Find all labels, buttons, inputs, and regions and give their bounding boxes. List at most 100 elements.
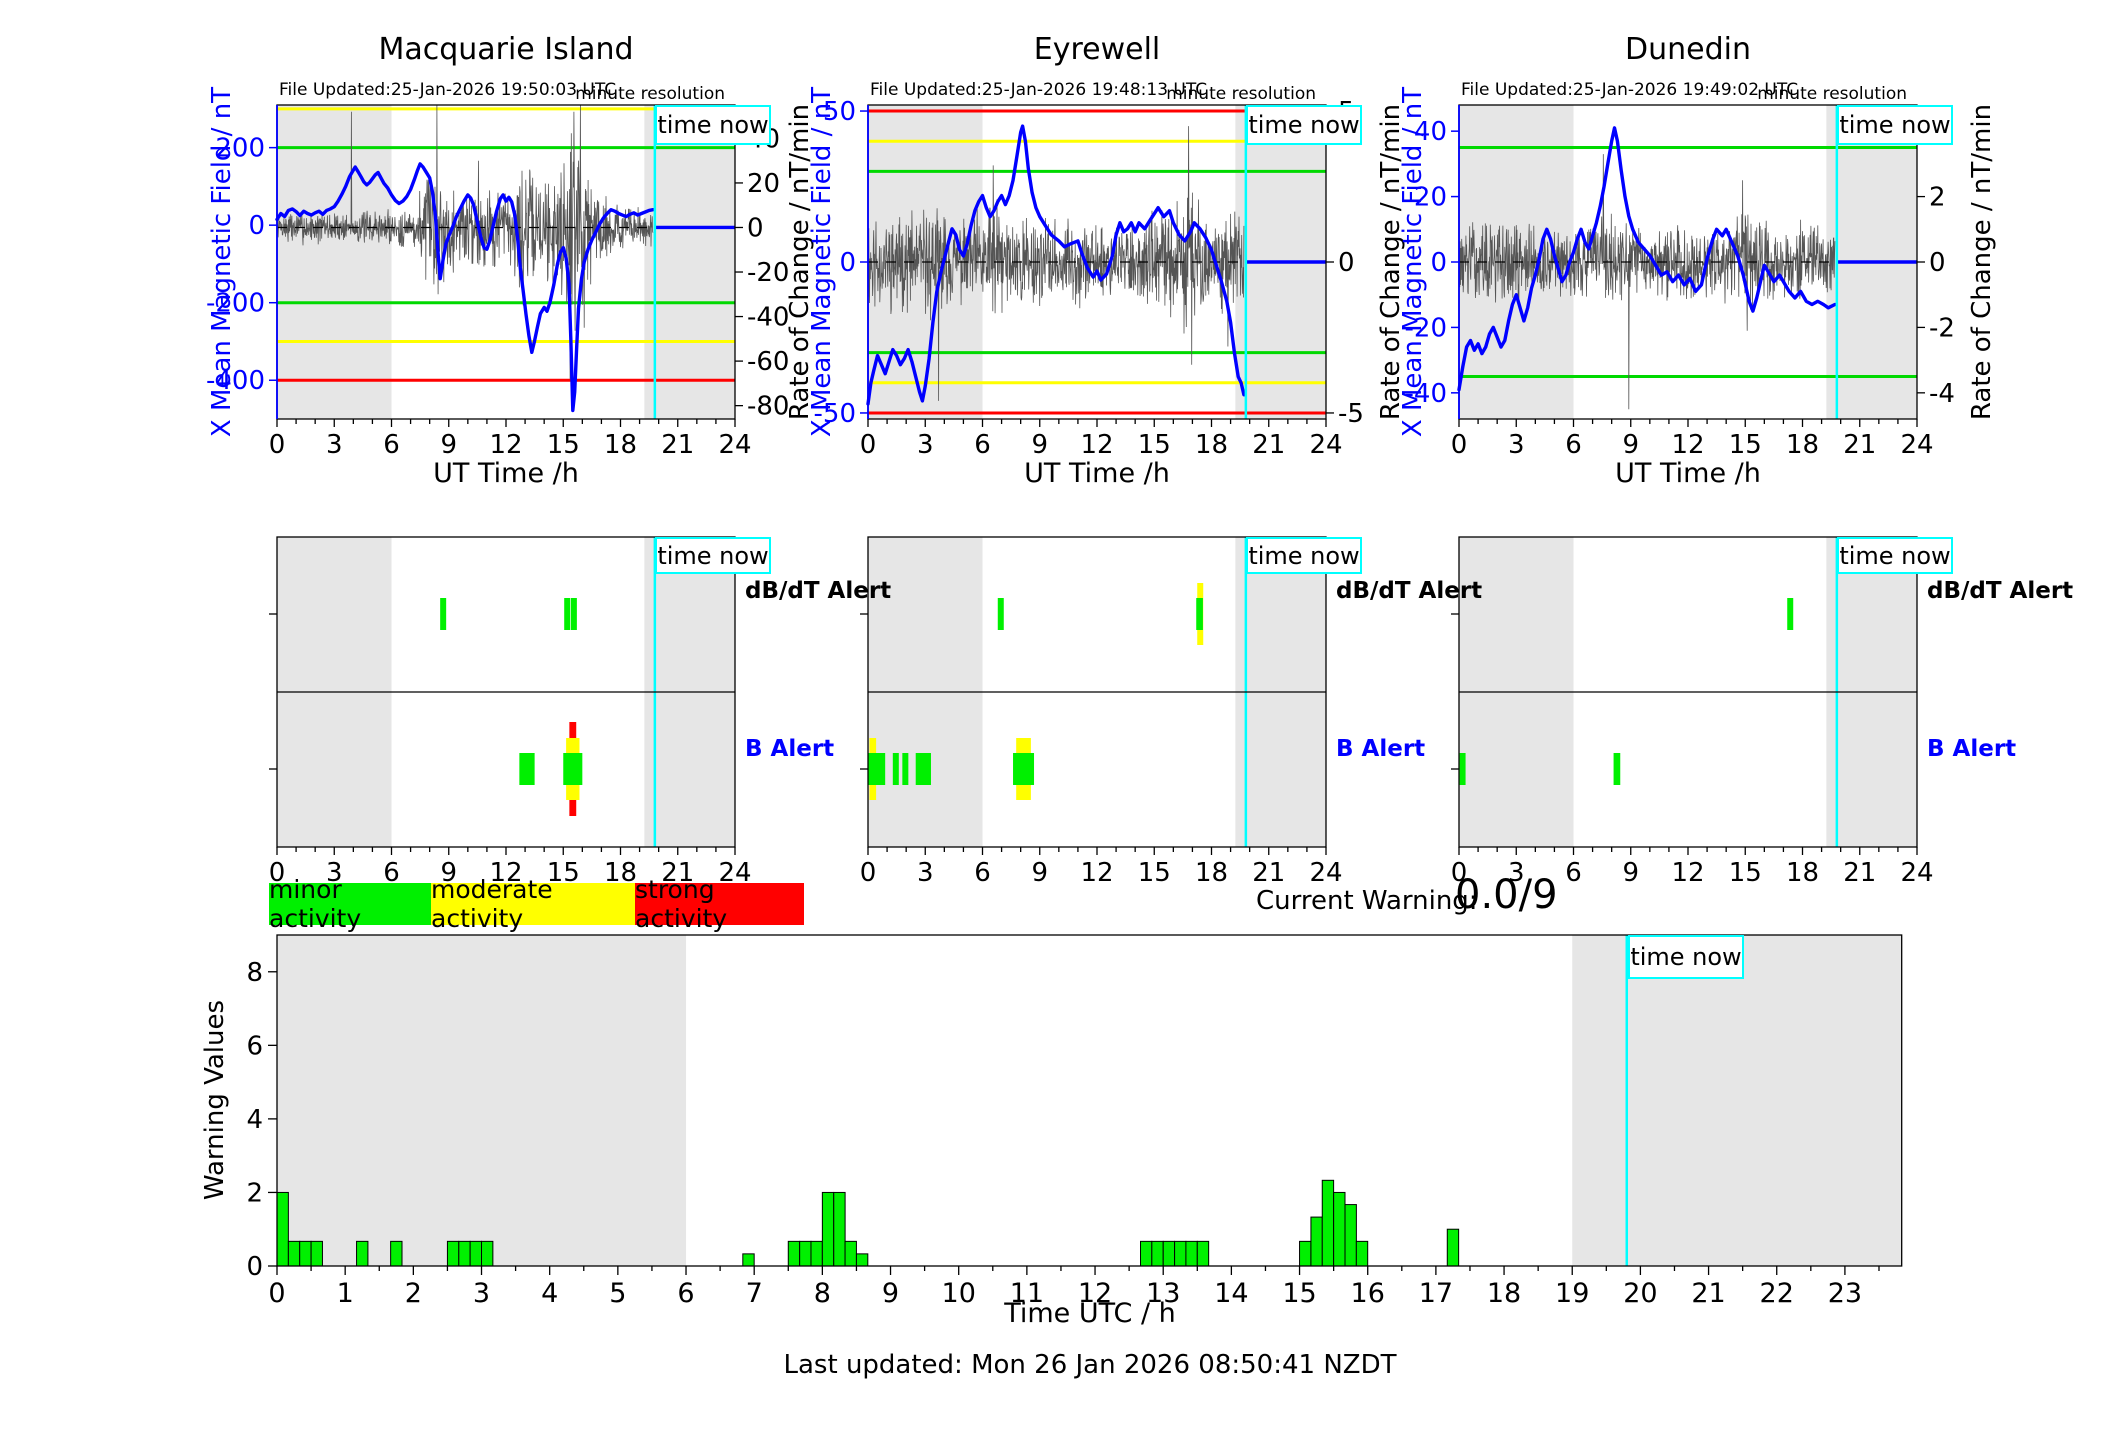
warning-bar: [1174, 1240, 1187, 1267]
x-axis-label: UT Time /h: [433, 458, 579, 489]
x-tick-label: 17: [1419, 1278, 1453, 1309]
left-tick-label: 0: [1430, 248, 1447, 278]
x-tick-label: 15: [1729, 858, 1762, 888]
time-now-box: time now: [1246, 105, 1362, 145]
x-tick-label: 0: [1451, 430, 1468, 460]
rate-noise-line: [276, 104, 654, 379]
x-tick-label: 6: [974, 858, 991, 888]
rate-noise-line: [867, 126, 1245, 401]
b-alert-label: B Alert: [1927, 736, 2017, 762]
alert-bar-minor: [563, 753, 583, 785]
alert-bar-minor: [868, 753, 878, 785]
x-tick-label: 18: [1195, 430, 1228, 460]
x-tick-label: 0: [860, 430, 877, 460]
current-warning-value: 0.0/9: [1455, 872, 1558, 918]
x-tick-label: 3: [326, 858, 343, 888]
alert-bar-minor: [519, 753, 535, 785]
file-updated-text: File Updated:25-Jan-2026 19:50:03 UTC: [279, 80, 617, 100]
warning-bar: [1344, 1204, 1357, 1267]
warning-bar: [458, 1240, 471, 1267]
x-tick-label: 6: [1565, 430, 1582, 460]
field-line: [1457, 126, 1837, 392]
x-tick-label: 24: [718, 430, 751, 460]
alert-bar-minor: [875, 753, 886, 785]
x-tick-label: 21: [661, 430, 694, 460]
time-now-box: time now: [1837, 105, 1953, 145]
x-tick-label: 6: [974, 430, 991, 460]
x-tick-label: 3: [326, 430, 343, 460]
x-tick-label: 24: [1900, 430, 1933, 460]
alert-bar-minor: [997, 598, 1004, 630]
left-tick-label: 50: [823, 97, 856, 127]
x-tick-label: 0: [1451, 858, 1468, 888]
x-tick-label: 9: [440, 430, 457, 460]
alert-bar-minor: [902, 753, 909, 785]
station-title: Eyrewell: [1033, 32, 1161, 67]
time-now-box: time now: [1246, 537, 1362, 574]
field-line: [866, 124, 1246, 406]
left-tick-label: -40: [1405, 379, 1447, 409]
x-tick-label: 16: [1351, 1278, 1385, 1309]
x-tick-label: 15: [1282, 1278, 1316, 1309]
x-tick-label: 12: [1080, 858, 1113, 888]
left-tick-label: 20: [1414, 183, 1447, 213]
x-tick-label: 9: [1031, 858, 1048, 888]
x-tick-label: 9: [1031, 430, 1048, 460]
x-axis-label: UT Time /h: [1615, 458, 1761, 489]
right-axis-label: Rate of Change / nT/min: [1967, 103, 1997, 421]
x-tick-label: 21: [1252, 430, 1285, 460]
y-tick-label: 4: [246, 1105, 263, 1135]
dbdt-alert-label: dB/dT Alert: [745, 578, 892, 604]
dbdt-alert-label: dB/dT Alert: [1336, 578, 1483, 604]
x-tick-label: 0: [860, 858, 877, 888]
x-tick-label: 22: [1760, 1278, 1794, 1309]
minute-resolution-label: minute resolution: [1166, 84, 1316, 104]
x-tick-label: 14: [1214, 1278, 1248, 1309]
alert-bar-minor: [915, 753, 931, 785]
file-updated-text: File Updated:25-Jan-2026 19:49:02 UTC: [1461, 80, 1799, 100]
b-alert-label: B Alert: [1336, 736, 1426, 762]
x-tick-label: 9: [1622, 430, 1639, 460]
right-tick-label: 0: [1338, 248, 1355, 278]
station-title: Macquarie Island: [378, 32, 634, 67]
warning-bar: [356, 1240, 369, 1267]
x-tick-label: 0: [268, 1278, 285, 1309]
file-updated-text: File Updated:25-Jan-2026 19:48:13 UTC: [870, 80, 1208, 100]
x-tick-label: 9: [1622, 858, 1639, 888]
left-tick-label: 40: [1414, 117, 1447, 147]
legend-moderate-activity: moderate activity: [431, 875, 635, 933]
warning-bar: [1140, 1240, 1153, 1267]
alert-bar-minor: [1013, 753, 1035, 785]
alert-bar-minor: [440, 598, 447, 630]
warning-bar: [821, 1191, 835, 1267]
rate-noise-line: [1458, 154, 1836, 410]
x-tick-label: 9: [440, 858, 457, 888]
x-tick-label: 12: [489, 430, 522, 460]
right-tick-label: -5: [1338, 399, 1364, 429]
right-tick-label: -2: [1929, 313, 1955, 343]
warning-bar: [299, 1240, 312, 1267]
current-warning-label: Current Warning:: [1256, 886, 1478, 916]
x-tick-label: 24: [1900, 858, 1933, 888]
left-tick-label: -50: [814, 399, 856, 429]
x-tick-label: 12: [1078, 1278, 1112, 1309]
alert-bar-minor: [1196, 598, 1203, 630]
warning-bar: [1185, 1240, 1198, 1267]
warning-bar: [1299, 1240, 1312, 1267]
last-updated-text: Last updated: Mon 26 Jan 2026 08:50:41 N…: [783, 1350, 1397, 1380]
warning-bar: [742, 1253, 755, 1267]
right-tick-label: 20: [747, 169, 780, 199]
x-tick-label: 21: [1252, 858, 1285, 888]
warning-bar: [481, 1240, 494, 1267]
right-tick-label: -4: [1929, 379, 1955, 409]
right-tick-label: 2: [1929, 183, 1946, 213]
b-alert-label: B Alert: [745, 736, 835, 762]
x-tick-label: 3: [473, 1278, 490, 1309]
x-tick-label: 9: [882, 1278, 899, 1309]
warning-values-axis-label: Warning Values: [200, 999, 230, 1201]
x-tick-label: 21: [1843, 430, 1876, 460]
warning-bar: [446, 1240, 460, 1267]
warning-bar: [1333, 1191, 1346, 1267]
left-tick-label: -400: [206, 366, 265, 396]
x-tick-label: 12: [1671, 430, 1704, 460]
